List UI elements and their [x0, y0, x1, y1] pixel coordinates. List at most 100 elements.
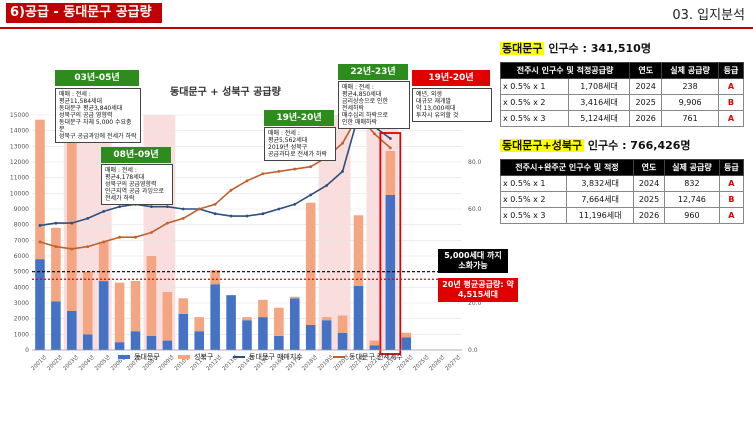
legend-swatch — [178, 355, 190, 359]
table-cell: 5,124세대 — [568, 110, 631, 127]
bar-seongbuk — [258, 299, 268, 318]
table-row: x 0.5% x 3 11,196세대 2026 960 A — [499, 207, 745, 224]
grade-cell: B — [718, 191, 745, 208]
callout-text-2223: 매매 : 전세 : 평균4,850세대 금리상승으로 인한 전세하락 매수심리 … — [338, 81, 410, 129]
line-jeonse-index-point — [309, 165, 313, 169]
table-row: x 0.5% x 1 1,708세대 2024 238 A — [499, 78, 745, 95]
line-jeonse-index-point — [134, 235, 137, 239]
bar-dongdaemun — [114, 342, 125, 350]
y-tick-label: 14000 — [10, 128, 29, 135]
line-jeonse-index-point — [165, 221, 169, 225]
bar-dongdaemun — [337, 332, 348, 350]
pop-line-dongdaemun: 동대문구 인구수 : 341,510명 — [500, 40, 750, 58]
x-tick-label: 2025년 — [411, 353, 430, 372]
table-cell: x 0.5% x 1 — [499, 78, 570, 95]
bar-dongdaemun — [369, 345, 380, 350]
ref-label-4515: 20년 평균공급량: 약 4,515세대 — [438, 278, 518, 302]
table-cell: 832 — [664, 175, 720, 192]
table-cell: 3,832세대 — [566, 175, 634, 192]
y-tick-label: 13000 — [10, 143, 29, 150]
callout-text-0809: 매매 : 전세 : 평균4,178세대 성북구의 공급영향력 인근지역 공급 과… — [101, 164, 173, 205]
bar-dongdaemun — [258, 317, 268, 350]
bar-seongbuk — [401, 332, 412, 338]
bar-dongdaemun — [98, 281, 109, 350]
pop-count: 인구수 : 341,510명 — [544, 42, 651, 55]
table-cell: x 0.5% x 3 — [499, 207, 568, 224]
supply-table-dongdaemun: 전주시 인구수 및 적정공급량 연도 실제 공급량 등급 x 0.5% x 1 … — [499, 62, 745, 127]
bar-dongdaemun — [130, 331, 141, 350]
grade-cell: A — [718, 207, 745, 224]
x-tick-label: 2003년 — [61, 353, 80, 372]
legend-label: 성북구 — [194, 353, 214, 361]
grade-cell: B — [717, 94, 745, 111]
legend-swatch — [118, 355, 130, 359]
y-tick-label: 11000 — [10, 175, 29, 182]
y2-tick-label: 60.0 — [468, 206, 482, 213]
table-cell: 2026 — [632, 207, 666, 224]
legend-swatch — [233, 356, 245, 358]
bar-dongdaemun — [146, 335, 157, 350]
line-jeonse-index-point — [388, 146, 392, 150]
line-sale-index-point — [118, 205, 121, 209]
table-header: 등급 — [718, 159, 745, 176]
y-tick-label: 3000 — [14, 300, 29, 307]
y-tick-label: 7000 — [14, 237, 29, 244]
pop-line-combined: 동대문구+성북구 인구수 : 766,426명 — [500, 137, 750, 155]
bar-dongdaemun — [274, 335, 284, 350]
y-tick-label: 10000 — [10, 190, 29, 197]
y-tick-label: 0 — [25, 347, 29, 354]
x-tick-label: 2002년 — [45, 353, 64, 372]
legend-label: 동대문구 매매지수 — [249, 353, 303, 361]
bar-seongbuk — [67, 141, 77, 311]
bar-dongdaemun — [226, 295, 236, 350]
legend-label: 동대문구 — [134, 353, 160, 361]
bar-seongbuk — [369, 340, 380, 346]
line-jeonse-index-point — [213, 202, 217, 206]
bar-seongbuk — [321, 317, 332, 321]
y-tick-label: 4000 — [14, 284, 29, 291]
bar-dongdaemun — [401, 337, 412, 350]
table-cell: 2025 — [632, 191, 666, 208]
bar-seongbuk — [274, 307, 284, 336]
table-cell: 7,664세대 — [566, 191, 634, 208]
section-title: 6)공급 - 동대문구 공급량 — [6, 3, 162, 23]
table-cell: x 0.5% x 2 — [499, 94, 570, 111]
table-cell: 9,906 — [661, 94, 719, 111]
callout-text-1920a: 매매 : 전세 : 평균5,562세대 2019년 성북구 공급과다로 전세가 … — [264, 127, 336, 161]
x-tick-label: 2005년 — [93, 353, 112, 372]
bar-seongbuk — [178, 298, 189, 314]
y2-tick-label: 0.0 — [468, 347, 478, 354]
bar-seongbuk — [385, 151, 396, 195]
legend-swatch — [333, 356, 345, 358]
x-tick-label: 2019년 — [316, 353, 335, 372]
line-sale-index-point — [341, 170, 344, 173]
bar-seongbuk — [242, 317, 252, 321]
bar-seongbuk — [210, 270, 220, 285]
bar-seongbuk — [82, 271, 93, 335]
pop-count: 인구수 : 766,426명 — [584, 139, 691, 152]
line-sale-index-point — [229, 214, 233, 218]
bar-seongbuk — [114, 282, 125, 343]
table-header-row: 전주시 인구수 및 적정공급량 연도 실제 공급량 등급 — [499, 62, 745, 79]
line-sale-index-point — [213, 212, 217, 216]
line-sale-index-point — [54, 221, 58, 225]
bar-seongbuk — [162, 292, 173, 341]
y-tick-label: 15000 — [10, 112, 29, 119]
table-header: 전주시 인구수 및 적정공급량 — [499, 62, 631, 79]
line-sale-index-point — [165, 205, 169, 209]
line-sale-index-point — [102, 209, 106, 213]
callout-tag-1920b: 19년-20년 — [412, 70, 490, 86]
pop-name: 동대문구+성북구 — [500, 139, 585, 152]
legend-label: 동대문구 전세지수 — [349, 353, 403, 361]
y-tick-label: 9000 — [14, 206, 29, 213]
line-jeonse-index-point — [229, 188, 233, 192]
table-cell: 3,416세대 — [568, 94, 631, 111]
grade-cell: A — [717, 110, 745, 127]
line-jeonse-index-point — [277, 170, 281, 173]
line-sale-index-point — [181, 207, 185, 211]
grade-cell: A — [718, 175, 745, 192]
legend-item-seongbuk: 성북구 — [178, 352, 213, 362]
y2-tick-label: 20.0 — [468, 300, 482, 307]
line-jeonse-index-point — [341, 141, 344, 145]
line-jeonse-index-point — [181, 217, 185, 220]
